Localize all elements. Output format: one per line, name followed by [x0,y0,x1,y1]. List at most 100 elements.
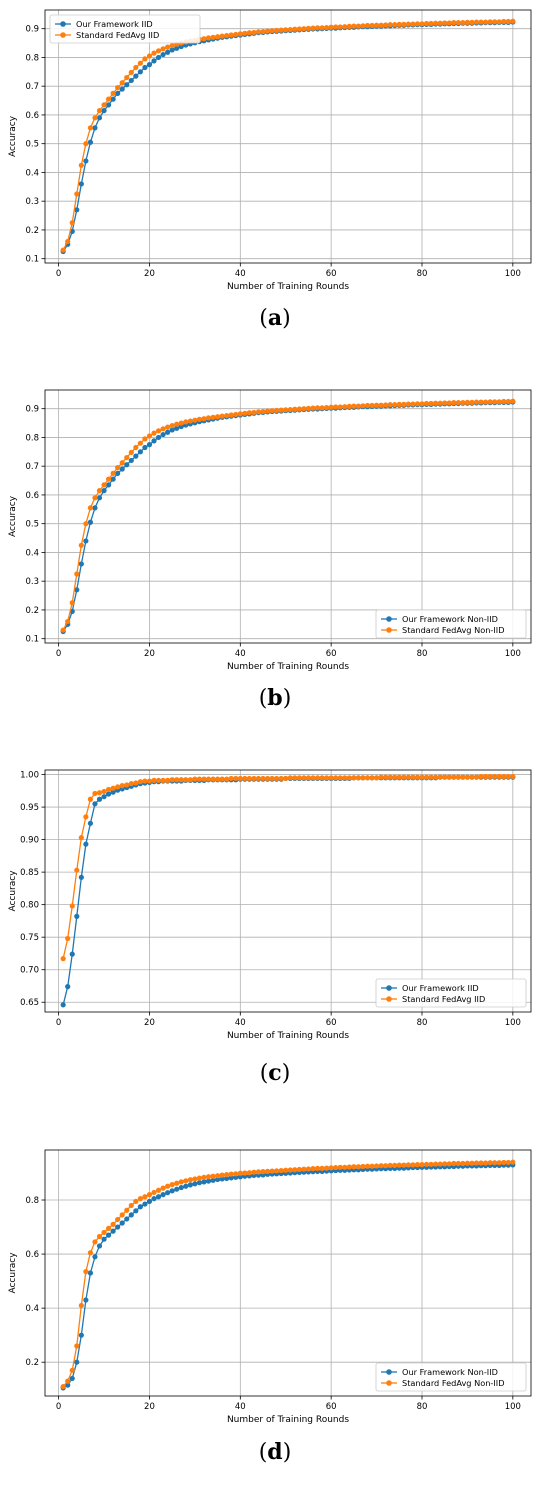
data-point [287,1167,293,1173]
data-point [405,401,411,407]
data-point [87,1270,94,1276]
data-point [201,36,207,42]
data-point [264,28,271,34]
data-point [205,1178,212,1184]
data-point [60,1383,66,1390]
data-point [287,26,293,33]
data-point [324,1165,330,1171]
data-point [215,1173,221,1179]
data-point [83,1269,89,1275]
data-point [155,54,162,61]
data-point [342,1164,348,1170]
data-point [137,60,143,66]
data-point [74,207,80,213]
data-point [87,1250,94,1256]
data-point [314,1165,321,1171]
data-point [274,407,280,414]
data-point [401,21,407,27]
data-point [410,1162,416,1168]
data-point [351,403,357,409]
y-tick-label: 0.2 [25,606,39,616]
x-axis-label: Number of Training Rounds [227,662,349,672]
data-point [283,775,289,782]
data-point [469,399,475,405]
data-point [342,775,348,781]
data-point [501,398,507,405]
legend-marker [386,1380,392,1386]
data-point [346,1164,352,1170]
data-point [314,405,321,411]
y-tick-label: 0.95 [20,803,39,813]
y-tick-label: 0.4 [25,1304,39,1314]
data-point [142,778,148,784]
data-point [92,115,98,121]
data-point [92,495,98,501]
data-point [101,482,107,488]
data-point [205,1174,212,1180]
data-point [419,401,425,407]
x-tick-label: 0 [56,1402,61,1412]
data-point [151,438,157,444]
data-point [396,401,402,407]
series-line-our-framework [62,1164,513,1389]
data-point [505,773,511,780]
data-point [478,1160,484,1166]
data-point [487,773,493,780]
series-line-our-framework [62,776,513,1005]
data-point [210,1173,216,1179]
data-point [292,1167,298,1173]
data-point [142,56,148,62]
data-point [224,776,230,782]
data-point [228,1171,234,1177]
x-tick-label: 0 [56,649,61,659]
data-point [324,404,330,411]
data-point [233,31,239,38]
data-point [274,27,280,34]
data-point [78,1302,84,1309]
data-point [174,425,180,431]
data-point [105,791,112,797]
x-tick-label: 80 [417,1018,428,1028]
data-point [83,141,89,147]
data-point [151,777,157,784]
legend-marker [386,1369,392,1375]
data-point [482,1160,489,1166]
x-tick-label: 60 [326,269,337,279]
data-point [87,139,94,145]
data-point [119,783,125,789]
data-point [69,1367,75,1373]
data-point [355,23,361,29]
data-point [155,428,162,434]
data-point [373,402,380,408]
data-point [505,1159,511,1166]
data-point [178,1184,184,1191]
data-point [105,476,112,482]
x-tick-label: 20 [144,649,155,659]
legend-marker [386,627,392,633]
y-tick-label: 0.2 [25,1358,39,1368]
legend-box [375,1362,527,1392]
data-point [378,774,384,780]
y-tick-label: 0.80 [20,901,39,911]
data-point [169,423,175,429]
data-point [337,404,343,410]
data-point [83,1297,89,1303]
data-point [165,44,171,50]
data-point [482,19,489,25]
data-point [428,400,434,407]
data-point [314,775,321,781]
data-point [346,23,352,29]
data-point [224,32,230,39]
data-point [110,789,116,795]
y-tick-label: 0.4 [25,168,39,178]
data-point [65,984,71,990]
data-point [83,841,89,847]
data-point [410,21,416,27]
data-point [133,64,139,71]
chart-panel-c: 0 20 40 60 80 100 0.65 0.70 0.75 0.80 0.85 0.90 0.95… [8,769,532,1041]
data-point [219,33,225,39]
y-tick-label: 0.7 [25,82,39,92]
data-point [269,1168,275,1174]
data-point [283,407,289,413]
